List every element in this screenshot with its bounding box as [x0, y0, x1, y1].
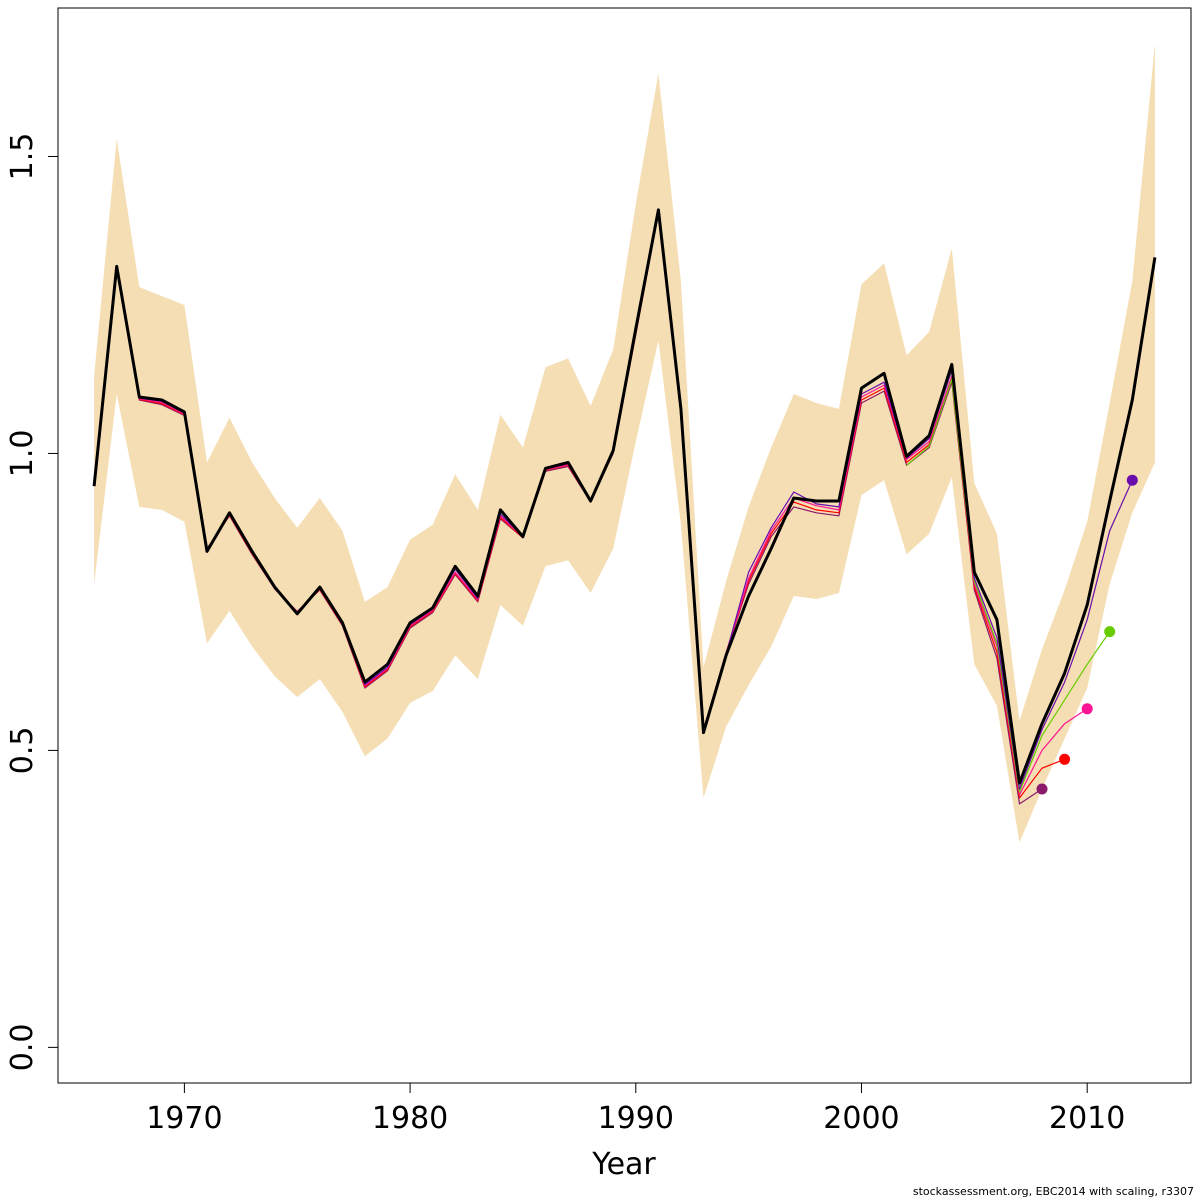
series-end-point-4	[1104, 626, 1116, 638]
confidence-band	[94, 43, 1155, 843]
x-tick-label: 1970	[146, 1101, 222, 1136]
x-tick-label: 1980	[372, 1101, 448, 1136]
y-tick-label: 1.0	[5, 430, 40, 478]
series-layer	[92, 208, 1157, 805]
series-end-point-1	[1036, 783, 1048, 795]
footer-note: stockassessment.org, EBC2014 with scalin…	[912, 1185, 1194, 1198]
x-tick-label: 2000	[823, 1101, 899, 1136]
x-tick-label: 2010	[1049, 1101, 1125, 1136]
y-tick-label: 1.5	[5, 133, 40, 181]
series-end-point-5	[1126, 474, 1138, 486]
series-end-point-2	[1059, 753, 1071, 765]
end-points-layer	[1036, 474, 1138, 795]
plot-frame	[57, 7, 1192, 1084]
series-line-main	[92, 208, 1157, 785]
series-end-point-3	[1081, 703, 1093, 715]
x-axis: 1970 1980 1990 2000 2010	[146, 1083, 1125, 1136]
x-tick-label: 1990	[598, 1101, 674, 1136]
x-axis-title: Year	[591, 1147, 656, 1182]
confidence-band-layer	[94, 43, 1155, 843]
y-axis: 0.0 0.5 1.0 1.5	[5, 133, 58, 1072]
series-line-retro-4	[906, 378, 1111, 793]
y-tick-label: 0.0	[5, 1024, 40, 1072]
y-tick-label: 0.5	[5, 727, 40, 775]
